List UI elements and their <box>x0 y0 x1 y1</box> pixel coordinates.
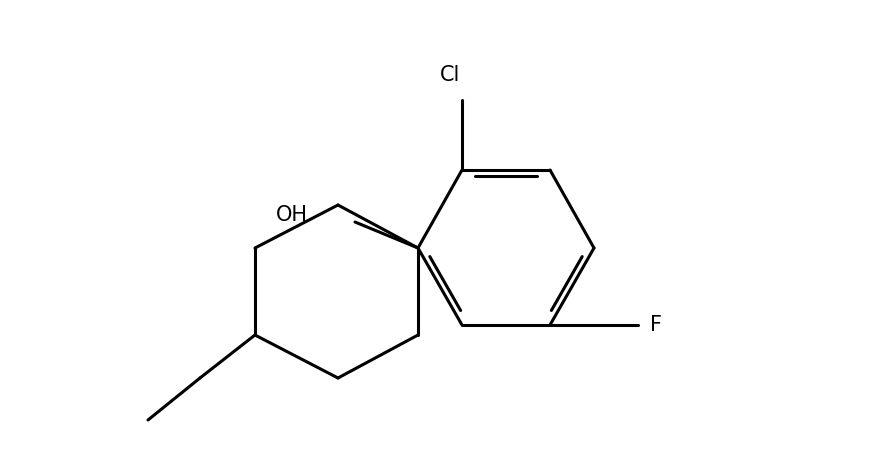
Text: OH: OH <box>276 205 308 225</box>
Text: F: F <box>650 315 662 335</box>
Text: Cl: Cl <box>440 65 461 85</box>
